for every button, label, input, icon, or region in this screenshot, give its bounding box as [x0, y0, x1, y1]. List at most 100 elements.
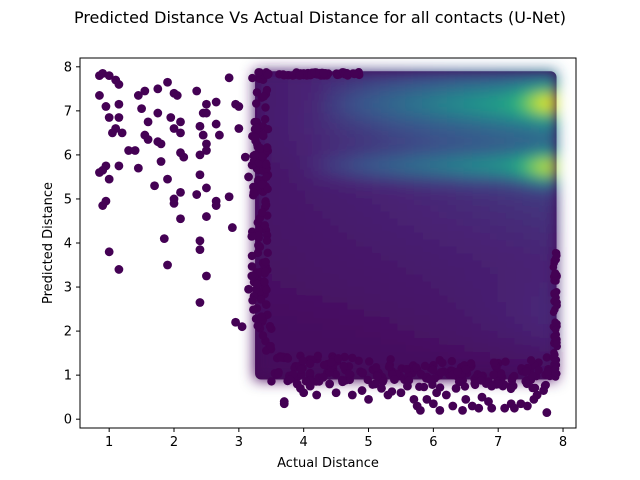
density-cell: [296, 245, 306, 254]
data-point: [331, 388, 341, 398]
density-cell: [279, 315, 290, 324]
density-cell: [497, 147, 507, 156]
density-cell: [254, 252, 264, 261]
density-cell: [279, 231, 290, 240]
density-cell: [288, 203, 298, 212]
density-cell: [304, 351, 315, 360]
data-point: [133, 91, 143, 100]
density-cell: [338, 259, 348, 268]
density-cell: [304, 98, 315, 107]
density-cell: [363, 168, 373, 177]
data-point: [258, 130, 268, 139]
density-cell: [447, 294, 457, 303]
density-cell: [422, 210, 432, 219]
density-cell: [480, 337, 491, 346]
density-cell: [463, 140, 474, 149]
density-cell: [288, 252, 298, 261]
density-cell: [530, 84, 541, 93]
density-cell: [296, 217, 306, 226]
density-cell: [497, 337, 507, 346]
density-cell: [422, 217, 432, 226]
density-cell: [497, 231, 507, 240]
density-cell: [455, 112, 465, 121]
data-point: [202, 99, 211, 109]
density-cell: [489, 337, 499, 346]
density-cell: [388, 351, 398, 360]
density-cell: [430, 196, 440, 205]
density-cell: [422, 168, 432, 177]
density-cell: [296, 231, 306, 240]
density-cell: [296, 98, 306, 107]
density-cell: [355, 266, 365, 275]
data-point: [261, 257, 270, 267]
density-cell: [363, 365, 373, 374]
density-cell: [396, 77, 407, 86]
data-point: [150, 181, 159, 191]
density-cell: [296, 224, 306, 233]
density-cell: [422, 287, 432, 296]
density-cell: [480, 294, 491, 303]
density-cell: [472, 133, 482, 142]
density-cell: [480, 344, 491, 353]
density-cell: [413, 168, 424, 177]
density-cell: [313, 91, 323, 100]
density-cell: [447, 112, 457, 121]
density-cell: [430, 294, 440, 303]
density-cell: [514, 322, 524, 331]
density-cell: [321, 245, 331, 254]
density-cell: [438, 77, 449, 86]
density-cell: [321, 105, 331, 114]
density-cell: [413, 337, 424, 346]
density-cell: [288, 119, 298, 128]
data-point: [552, 251, 561, 260]
density-cell: [505, 224, 516, 233]
density-cell: [489, 189, 499, 198]
density-cell: [405, 315, 415, 324]
density-cell: [380, 126, 390, 135]
data-point: [364, 394, 373, 404]
density-cell: [505, 308, 516, 317]
density-cell: [380, 231, 390, 240]
density-cell: [262, 329, 273, 339]
density-cell: [271, 98, 281, 107]
density-cell: [514, 252, 524, 261]
density-cell: [472, 259, 482, 268]
density-cell: [380, 308, 390, 317]
density-cell: [472, 210, 482, 219]
density-cell: [530, 91, 541, 100]
density-cell: [505, 140, 516, 149]
density-cell: [371, 224, 382, 233]
density-cell: [296, 322, 306, 331]
density-cell: [304, 252, 315, 261]
density-cell: [547, 147, 558, 156]
density-cell: [396, 154, 407, 163]
density-cell: [388, 231, 398, 240]
density-cell: [371, 252, 382, 261]
density-cell: [430, 91, 440, 100]
density-cell: [371, 84, 382, 93]
density-cell: [321, 210, 331, 219]
density-cell: [405, 189, 415, 198]
density-cell: [288, 189, 298, 198]
density-cell: [355, 337, 365, 346]
data-point: [279, 399, 289, 409]
density-cell: [363, 119, 373, 128]
data-point: [262, 236, 272, 245]
density-cell: [405, 266, 415, 275]
density-cell: [380, 322, 390, 331]
density-cell: [514, 84, 524, 93]
density-cell: [405, 140, 415, 149]
density-cell: [338, 329, 348, 339]
data-point: [114, 161, 124, 171]
data-point: [254, 241, 263, 250]
density-cell: [329, 280, 340, 289]
density-cell: [329, 175, 340, 184]
density-cell: [329, 217, 340, 226]
density-cell: [497, 154, 507, 163]
density-cell: [472, 98, 482, 107]
density-cell: [463, 287, 474, 296]
density-cell: [514, 245, 524, 254]
density-cell: [489, 140, 499, 149]
density-cell: [396, 182, 407, 191]
density-cell: [530, 322, 541, 331]
